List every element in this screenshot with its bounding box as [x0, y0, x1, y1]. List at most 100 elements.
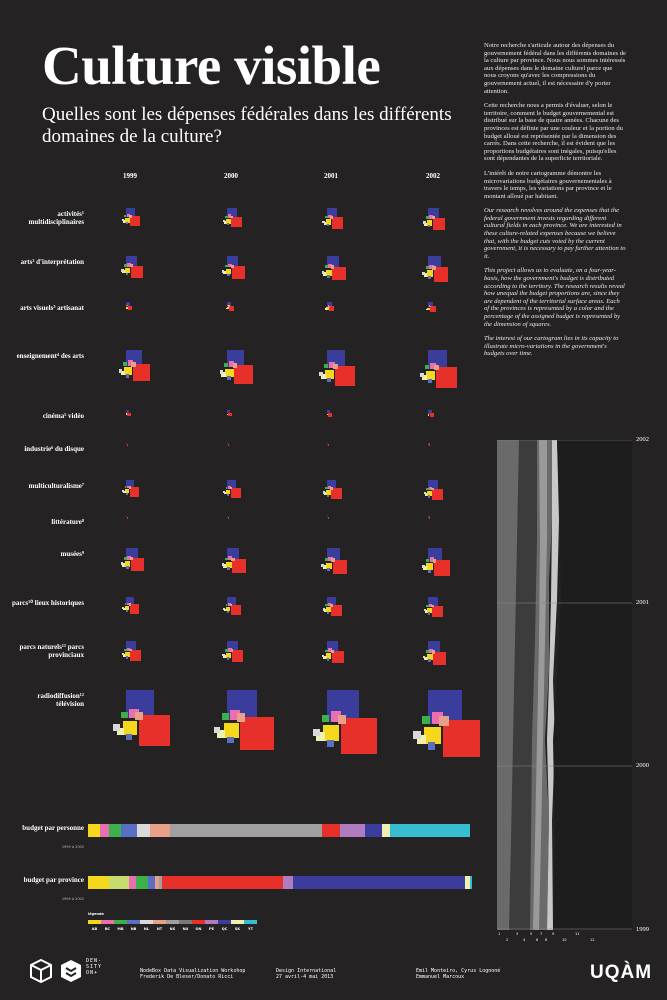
province-square-nl	[120, 562, 124, 565]
province-square-nl	[222, 219, 225, 222]
bar-label-province: budget par province	[23, 876, 84, 884]
province-square-nt	[129, 264, 133, 268]
province-square-mb	[225, 264, 228, 268]
province-square-sk	[416, 734, 427, 745]
province-square-on	[230, 604, 241, 615]
domain-glyph	[309, 208, 389, 298]
domain-glyph	[309, 350, 389, 440]
province-square-ab	[225, 652, 232, 659]
province-square-nl	[322, 608, 325, 611]
domain-glyph	[209, 641, 289, 731]
bar-segment	[88, 824, 100, 837]
legend-code: BC	[104, 927, 111, 931]
province-square-ab	[124, 267, 131, 274]
province-square-nt	[131, 362, 136, 367]
domain-label: activités¹ multidisciplinaires	[28, 210, 85, 226]
province-square-bc	[429, 486, 433, 490]
legend-swatch	[140, 920, 153, 924]
province-square-bc	[327, 305, 330, 307]
legend-code: NU	[182, 927, 189, 931]
province-square-ab	[125, 413, 128, 415]
province-square-nb	[428, 495, 431, 498]
province-square-nb	[227, 657, 230, 660]
province-square-on	[231, 650, 244, 663]
province-square-mb	[224, 363, 228, 367]
domain-glyph	[209, 516, 289, 606]
province-square-bc	[127, 214, 131, 218]
province-square-on	[428, 517, 431, 520]
design-line: Design International	[276, 968, 337, 974]
province-square-sk	[223, 271, 227, 275]
domain-glyph	[410, 641, 490, 731]
province-square-ab	[427, 413, 430, 416]
domain-label: enseignement⁴ des arts	[16, 352, 84, 360]
province-square-ab	[425, 370, 436, 381]
domain-label: littérature⁸	[51, 518, 84, 526]
province-square-nl	[221, 563, 225, 566]
province-square-nt	[129, 648, 133, 652]
province-square-sk	[323, 221, 327, 225]
province-square-bc	[429, 557, 435, 562]
bar-segment	[136, 824, 151, 837]
domain-glyph	[108, 641, 188, 731]
province-square-on	[232, 266, 245, 279]
density-logo-icon	[61, 960, 81, 982]
province-square-sk	[424, 610, 428, 613]
stream-axis-tick: 9	[552, 932, 555, 936]
province-square-nl	[122, 607, 125, 609]
province-square-nt	[230, 649, 234, 653]
province-square-nb	[227, 736, 234, 744]
province-square-nt	[228, 305, 230, 307]
province-square-nl	[321, 564, 325, 567]
province-square-bc	[328, 648, 332, 653]
domain-label: parcs naturels¹¹ parcs provinciaux	[19, 643, 84, 659]
legend-swatch	[88, 920, 101, 924]
province-square-bc	[127, 555, 132, 560]
province-square-nt	[431, 604, 435, 608]
province-square-mb	[121, 711, 128, 719]
province-square-qc	[126, 256, 137, 267]
province-square-nl	[222, 653, 225, 657]
year-header: 1999	[123, 172, 137, 180]
bar-segment	[162, 876, 284, 889]
stream-axis-tick: 3	[516, 932, 519, 936]
province-square-qc	[126, 410, 129, 413]
legend-code: MB	[117, 927, 124, 931]
domain-glyph	[410, 208, 490, 298]
province-square-ab	[325, 219, 331, 225]
province-square-nl	[319, 371, 324, 376]
workshop-line: Frederik De Bleser/Donato Ricci	[140, 974, 234, 980]
domain-label: multiculturalisme⁷	[28, 482, 84, 490]
province-square-nb	[327, 611, 330, 614]
domain-glyph	[309, 302, 389, 392]
domain-glyph	[108, 256, 188, 346]
province-square-qc	[227, 516, 229, 518]
province-square-sk	[122, 654, 126, 657]
province-square-nb	[227, 376, 231, 380]
province-square-sk	[122, 220, 126, 223]
province-square-nt	[128, 486, 132, 489]
legend-swatch	[166, 920, 179, 924]
province-square-nb	[327, 568, 330, 572]
province-square-sk	[123, 608, 126, 611]
province-square-nb	[327, 658, 330, 661]
domain-label: radiodiffusion¹² télévision	[37, 692, 84, 708]
province-square-mb	[225, 486, 228, 489]
province-square-ab	[225, 218, 231, 224]
province-square-bc	[328, 486, 332, 490]
province-square-qc	[227, 208, 237, 218]
domain-glyph	[209, 208, 289, 298]
province-square-bc	[227, 485, 231, 489]
density-line: SITY	[86, 964, 103, 970]
province-square-mb	[325, 216, 328, 219]
year-header: 2001	[324, 172, 338, 180]
province-square-mb	[324, 265, 328, 269]
domain-label: parcs¹⁰ lieux historiques	[11, 599, 84, 607]
province-square-sk	[323, 492, 327, 496]
streamgraph	[497, 440, 632, 930]
legend-code: NT	[156, 927, 163, 931]
province-square-nl	[119, 369, 123, 373]
province-square-nt	[231, 557, 235, 562]
province-square-on	[434, 560, 450, 576]
domain-glyph	[410, 516, 490, 606]
